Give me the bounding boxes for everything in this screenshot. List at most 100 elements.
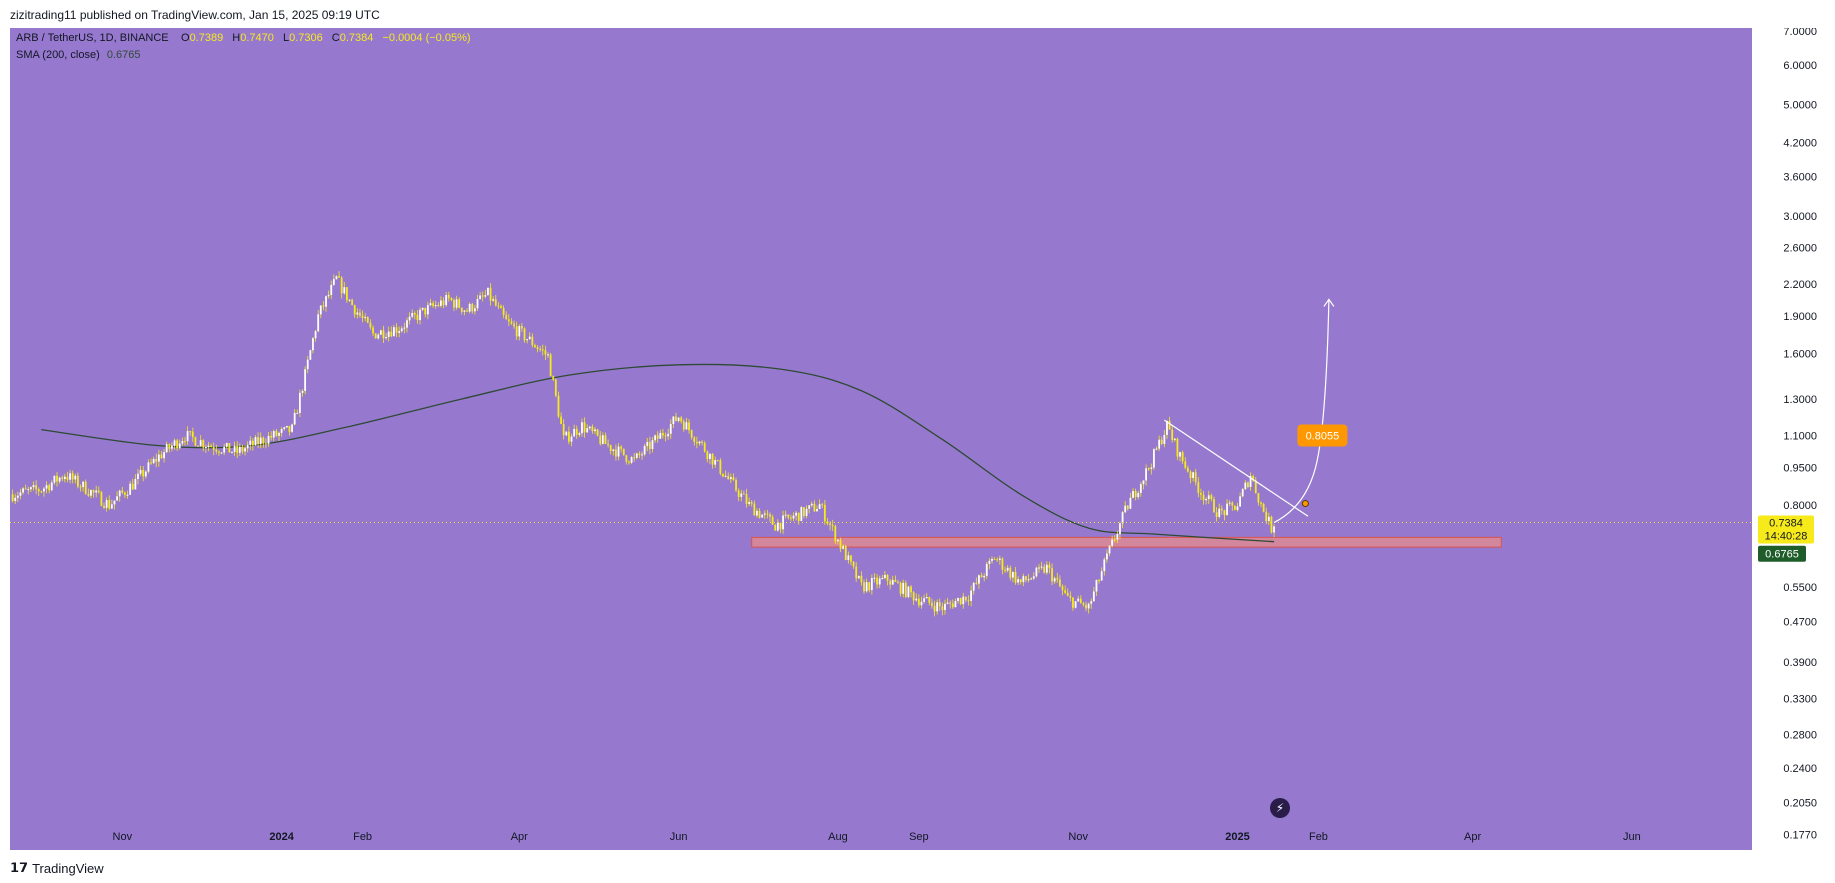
y-tick-label: 0.9500 [1783,463,1817,475]
candle [727,472,730,480]
candle [426,301,429,320]
candle [319,305,322,319]
candle [1056,572,1059,583]
candle [680,415,683,424]
candle [1137,490,1140,500]
candle-body [1121,512,1124,524]
candle [236,441,239,459]
candle-body [1207,495,1210,500]
target-marker [1301,500,1309,508]
tradingview-brand[interactable]: 𝟭𝟳 TradingView [10,860,104,876]
price-axis-background [1752,28,1825,850]
candle-body [1061,586,1064,591]
replay-button[interactable]: ⚡ [1270,798,1290,818]
candle-body [280,429,283,433]
candle-body [437,305,440,307]
candle [251,438,254,451]
candle [507,314,510,326]
candle-body [797,512,800,522]
candle [766,509,769,519]
candle-body [406,320,408,328]
candle-body [379,330,382,335]
candle [63,473,66,483]
candle-body [353,305,356,315]
candle-body [544,350,547,355]
candle-body [155,458,158,462]
candle-body [1247,482,1249,487]
candle [837,539,839,545]
candle-body [685,422,688,430]
candle-body [967,600,970,602]
candle-body [581,422,583,434]
candle-body [157,454,160,462]
candle-body [662,432,664,436]
candle-body [16,495,19,498]
candle-body [894,579,897,582]
plot-background [10,28,1825,850]
y-tick-label: 1.6000 [1783,349,1817,361]
candle-body [1155,448,1158,450]
candle-body [395,327,398,333]
candle [722,473,724,478]
candle-body [421,307,424,310]
candle [1095,579,1098,596]
candle-body [1249,476,1252,487]
candle-body [651,440,654,450]
candle-body [575,428,578,435]
chart-panel[interactable]: 7.0000 6.0000 5.0000 4.2000 3.6000 3.0000 2.60… [10,26,1825,850]
candle [492,296,495,302]
candle-body [348,299,351,301]
candle [784,510,787,519]
candle-body [917,598,920,606]
candle-body [980,575,983,578]
candle-body [1085,604,1087,609]
candle-body [560,416,562,424]
footer: 𝟭𝟳 TradingView [0,850,1835,883]
candle-body [56,475,58,482]
candle-body [215,449,218,452]
target-badge [1297,424,1348,447]
candle-body [249,440,252,445]
candle-body [578,433,581,435]
candle-body [570,436,573,442]
candle-body [1265,511,1268,522]
candle [630,455,633,465]
candle-body [1124,505,1127,513]
sma-price-tag [1758,545,1806,562]
candle [24,484,27,490]
candle-body [706,451,709,459]
y-tick-label: 3.0000 [1783,211,1817,223]
candle [549,352,552,377]
candle [1166,420,1168,440]
x-tick-label: Aug [828,831,848,843]
candle [325,295,327,312]
candle-body [946,602,949,604]
chart-canvas[interactable]: 7.0000 6.0000 5.0000 4.2000 3.6000 3.0000 2.60… [10,26,1825,850]
candle-body [727,475,730,480]
candle-body [703,443,706,452]
candle [1184,456,1187,470]
candle [1186,465,1189,473]
candle-body [1132,490,1134,498]
candle-body [270,435,273,438]
candle-body [941,606,944,611]
candle [1139,481,1142,497]
candle [1092,586,1095,602]
candle-body [63,476,66,480]
candle-body [709,453,711,459]
candle [487,287,489,296]
candle-body [377,334,380,339]
candle [938,598,941,611]
candle-body [547,354,549,356]
candle-body [878,578,881,585]
candle-body [761,514,764,518]
candle-body [1017,579,1020,583]
candle-body [928,596,931,603]
candle-body [776,522,779,531]
candle-body [131,483,134,490]
candle-body [695,441,698,444]
candle [787,514,790,520]
candle [541,344,544,356]
candle [847,551,850,564]
candle [844,544,847,561]
